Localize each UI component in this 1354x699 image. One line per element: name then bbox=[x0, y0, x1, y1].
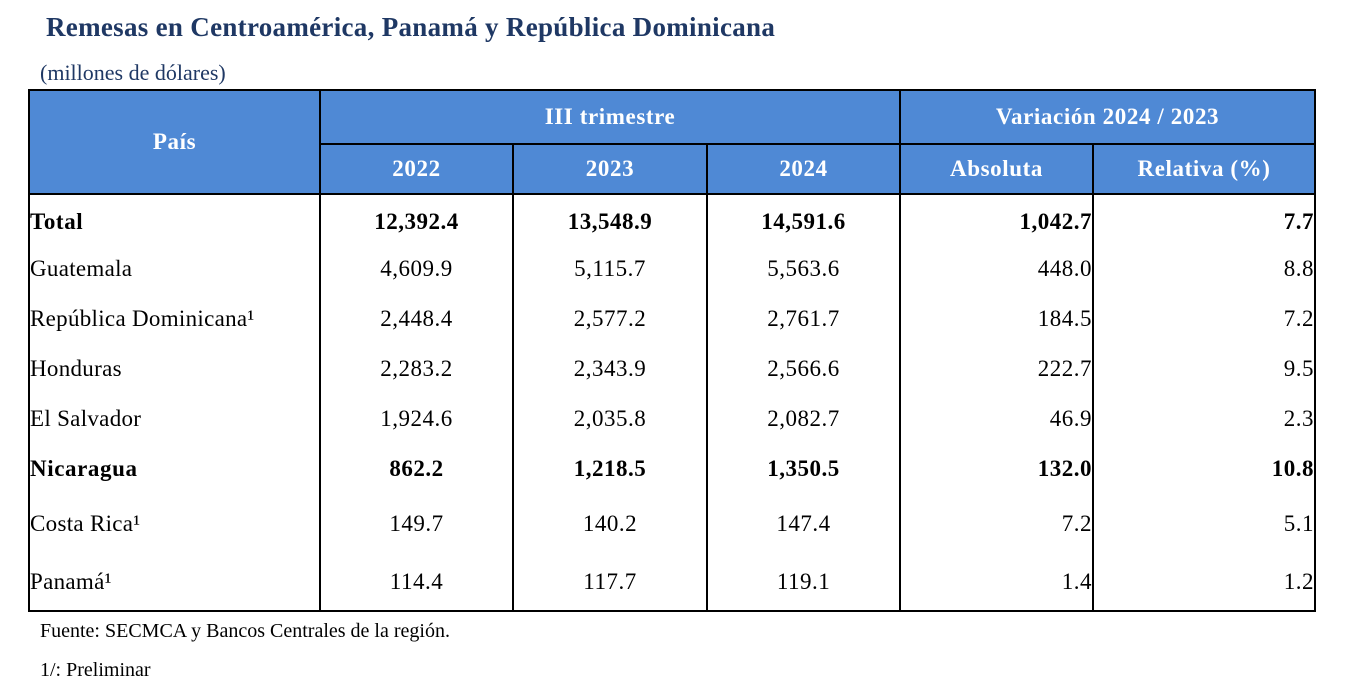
table-row-costa-rica: Costa Rica¹ 149.7 140.2 147.4 7.2 5.1 bbox=[28, 494, 1317, 554]
table-row-honduras: Honduras 2,283.2 2,343.9 2,566.6 222.7 9… bbox=[28, 344, 1317, 394]
cell-absolute: 46.9 bbox=[899, 394, 1095, 444]
cell-2022: 1,924.6 bbox=[319, 394, 514, 444]
header-year-2023: 2023 bbox=[512, 143, 708, 195]
cell-relative: 5.1 bbox=[1092, 494, 1317, 554]
preliminary-note: 1/: Preliminar bbox=[40, 659, 151, 681]
cell-relative: 2.3 bbox=[1092, 394, 1317, 444]
cell-2024: 147.4 bbox=[705, 494, 902, 554]
cell-absolute: 184.5 bbox=[899, 294, 1095, 344]
cell-2022: 2,283.2 bbox=[319, 344, 514, 394]
cell-2022: 2,448.4 bbox=[319, 294, 514, 344]
cell-2022: 4,609.9 bbox=[319, 244, 514, 294]
cell-country: Nicaragua bbox=[28, 444, 321, 494]
cell-2023: 117.7 bbox=[512, 554, 708, 611]
header-row-groups: País III trimestre Variación 2024 / 2023 bbox=[28, 89, 1317, 195]
table-row-guatemala: Guatemala 4,609.9 5,115.7 5,563.6 448.0 … bbox=[28, 244, 1317, 294]
cell-country: Total bbox=[28, 194, 321, 244]
cell-2023: 5,115.7 bbox=[512, 244, 708, 294]
cell-2024: 2,761.7 bbox=[705, 294, 902, 344]
document-title: Remesas en Centroamérica, Panamá y Repúb… bbox=[46, 12, 776, 42]
cell-relative: 1.2 bbox=[1092, 554, 1317, 611]
table-row-el-salvador: El Salvador 1,924.6 2,035.8 2,082.7 46.9… bbox=[28, 394, 1317, 444]
cell-absolute: 1.4 bbox=[899, 554, 1095, 611]
cell-2024: 119.1 bbox=[705, 554, 902, 611]
header-period-group: III trimestre bbox=[318, 89, 902, 145]
cell-2023: 2,343.9 bbox=[512, 344, 708, 394]
cell-country: Panamá¹ bbox=[28, 554, 321, 611]
source-note: Fuente: SECMCA y Bancos Centrales de la … bbox=[40, 620, 450, 642]
table-row-nicaragua: Nicaragua 862.2 1,218.5 1,350.5 132.0 10… bbox=[28, 444, 1317, 494]
cell-absolute: 448.0 bbox=[899, 244, 1095, 294]
cell-2023: 2,577.2 bbox=[512, 294, 708, 344]
cell-country: República Dominicana¹ bbox=[28, 294, 321, 344]
table-row-panama: Panamá¹ 114.4 117.7 119.1 1.4 1.2 bbox=[28, 554, 1317, 611]
cell-absolute: 222.7 bbox=[899, 344, 1095, 394]
cell-2024: 2,082.7 bbox=[705, 394, 902, 444]
cell-2022: 114.4 bbox=[319, 554, 514, 611]
cell-2023: 13,548.9 bbox=[512, 194, 708, 244]
table-row-republica-dominicana: República Dominicana¹ 2,448.4 2,577.2 2,… bbox=[28, 294, 1317, 344]
cell-country: Guatemala bbox=[28, 244, 321, 294]
cell-relative: 9.5 bbox=[1092, 344, 1317, 394]
cell-country: Honduras bbox=[28, 344, 321, 394]
header-absolute: Absoluta bbox=[899, 143, 1095, 195]
header-variation-group: Variación 2024 / 2023 bbox=[899, 89, 1317, 145]
header-year-2024: 2024 bbox=[705, 143, 902, 195]
header-country: País bbox=[28, 89, 321, 195]
header-row-columns: 2022 2023 2024 Absoluta Relativa (%) bbox=[29, 143, 1317, 195]
cell-2024: 1,350.5 bbox=[705, 444, 902, 494]
cell-2024: 5,563.6 bbox=[705, 244, 902, 294]
header-year-2022: 2022 bbox=[319, 143, 514, 195]
cell-relative: 10.8 bbox=[1092, 444, 1317, 494]
cell-2022: 862.2 bbox=[319, 444, 514, 494]
cell-2024: 2,566.6 bbox=[705, 344, 902, 394]
cell-country: Costa Rica¹ bbox=[28, 494, 321, 554]
header-relative: Relativa (%) bbox=[1092, 143, 1317, 195]
cell-2023: 2,035.8 bbox=[512, 394, 708, 444]
cell-relative: 8.8 bbox=[1092, 244, 1317, 294]
document-subtitle: (millones de dólares) bbox=[40, 60, 226, 85]
table-row-total: Total 12,392.4 13,548.9 14,591.6 1,042.7… bbox=[28, 194, 1317, 244]
cell-country: El Salvador bbox=[28, 394, 321, 444]
cell-absolute: 132.0 bbox=[899, 444, 1095, 494]
cell-relative: 7.7 bbox=[1092, 194, 1317, 244]
cell-2023: 140.2 bbox=[512, 494, 708, 554]
cell-relative: 7.2 bbox=[1092, 294, 1317, 344]
cell-2024: 14,591.6 bbox=[705, 194, 902, 244]
remittances-table: País III trimestre Variación 2024 / 2023… bbox=[28, 89, 1317, 612]
cell-2022: 149.7 bbox=[319, 494, 514, 554]
cell-2023: 1,218.5 bbox=[512, 444, 708, 494]
cell-absolute: 7.2 bbox=[899, 494, 1095, 554]
cell-absolute: 1,042.7 bbox=[899, 194, 1095, 244]
cell-2022: 12,392.4 bbox=[319, 194, 514, 244]
